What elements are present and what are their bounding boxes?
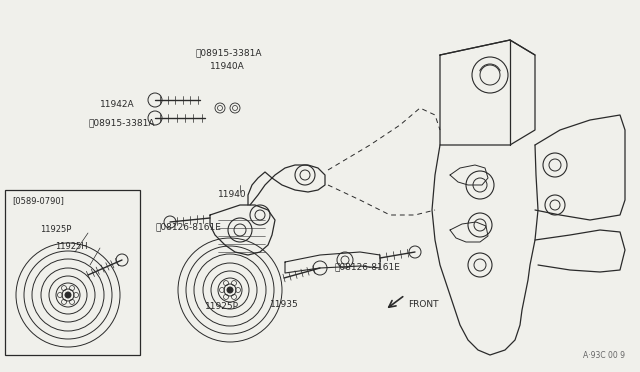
Text: 11925P: 11925P: [40, 225, 72, 234]
FancyBboxPatch shape: [5, 190, 140, 355]
Text: Ⓑ08126-8161E: Ⓑ08126-8161E: [155, 222, 221, 231]
Text: 11940A: 11940A: [210, 62, 244, 71]
Text: [0589-0790]: [0589-0790]: [12, 196, 64, 205]
Text: 11935: 11935: [270, 300, 299, 309]
Text: Ⓥ08915-3381A: Ⓥ08915-3381A: [88, 118, 154, 127]
Text: Ⓦ08915-3381A: Ⓦ08915-3381A: [195, 48, 262, 57]
Circle shape: [227, 287, 233, 293]
Text: A·93C 00 9: A·93C 00 9: [583, 351, 625, 360]
Text: 11925H: 11925H: [55, 242, 88, 251]
Text: 11925P: 11925P: [205, 302, 239, 311]
Circle shape: [65, 292, 71, 298]
Text: 11942A: 11942A: [100, 100, 134, 109]
Text: FRONT: FRONT: [408, 300, 438, 309]
Text: Ⓑ08126-8161E: Ⓑ08126-8161E: [335, 262, 401, 271]
Text: 11940: 11940: [218, 190, 246, 199]
